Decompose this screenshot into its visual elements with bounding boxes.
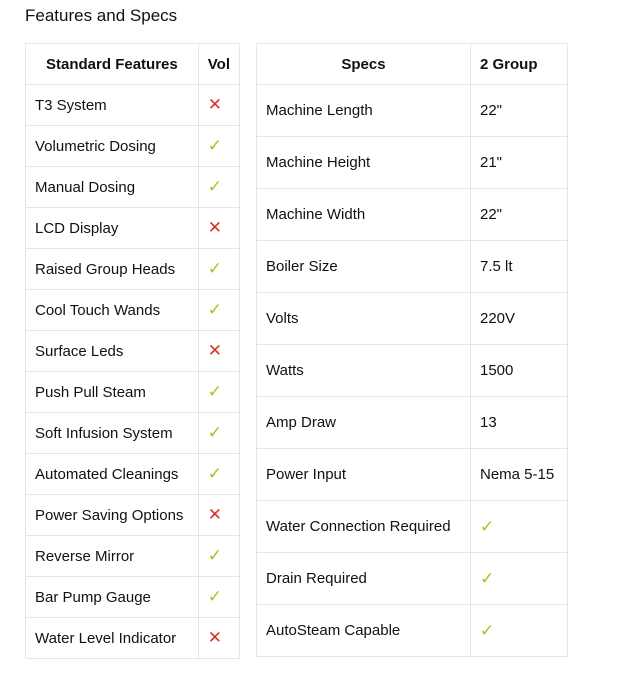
- vol-cell: ✕: [197, 330, 241, 372]
- cross-icon: ✕: [207, 95, 223, 114]
- table-row: Water Connection Required ✓: [256, 500, 568, 553]
- vol-cell: ✕: [197, 207, 241, 249]
- cross-icon: ✕: [207, 505, 223, 524]
- table-row: Push Pull Steam ✓: [25, 371, 241, 413]
- check-icon: ✓: [207, 587, 223, 606]
- spec-name: Watts: [256, 344, 471, 397]
- spec-value: 22": [470, 84, 568, 137]
- header-2-group: 2 Group: [470, 43, 568, 85]
- feature-name: Cool Touch Wands: [25, 289, 199, 331]
- feature-name: Surface Leds: [25, 330, 199, 372]
- spec-value: 21": [470, 136, 568, 189]
- feature-name: Manual Dosing: [25, 166, 199, 208]
- spec-name: Machine Height: [256, 136, 471, 189]
- feature-name: T3 System: [25, 84, 199, 126]
- check-icon: ✓: [207, 136, 223, 155]
- header-vol: Vol: [197, 43, 241, 85]
- vol-cell: ✕: [197, 494, 241, 536]
- spec-value: 7.5 lt: [470, 240, 568, 293]
- cross-icon: ✕: [207, 341, 223, 360]
- cross-icon: ✕: [207, 628, 223, 647]
- vol-cell: ✓: [197, 166, 241, 208]
- table-row: Bar Pump Gauge ✓: [25, 576, 241, 618]
- table-row: Machine Width 22": [256, 188, 568, 241]
- vol-cell: ✓: [197, 535, 241, 577]
- feature-name: Bar Pump Gauge: [25, 576, 199, 618]
- spec-value: 13: [470, 396, 568, 449]
- check-icon: ✓: [207, 300, 223, 319]
- spec-value: ✓: [470, 604, 568, 657]
- header-specs: Specs: [256, 43, 471, 85]
- feature-name: Power Saving Options: [25, 494, 199, 536]
- features-table: Standard Features Vol T3 System ✕ Volumetr…: [25, 43, 241, 659]
- table-row: Surface Leds ✕: [25, 330, 241, 372]
- spec-name: Machine Length: [256, 84, 471, 137]
- spec-name: Water Connection Required: [256, 500, 471, 553]
- feature-name: LCD Display: [25, 207, 199, 249]
- vol-cell: ✓: [197, 371, 241, 413]
- spec-name: Machine Width: [256, 188, 471, 241]
- table-row: Watts 1500: [256, 344, 568, 397]
- spec-value: ✓: [470, 552, 568, 605]
- table-row: Raised Group Heads ✓: [25, 248, 241, 290]
- table-row: LCD Display ✕: [25, 207, 241, 249]
- check-icon: ✓: [480, 620, 495, 640]
- feature-name: Reverse Mirror: [25, 535, 199, 577]
- vol-cell: ✓: [197, 248, 241, 290]
- feature-name: Volumetric Dosing: [25, 125, 199, 167]
- spec-name: Drain Required: [256, 552, 471, 605]
- vol-cell: ✓: [197, 453, 241, 495]
- table-row: Manual Dosing ✓: [25, 166, 241, 208]
- feature-name: Raised Group Heads: [25, 248, 199, 290]
- feature-name: Push Pull Steam: [25, 371, 199, 413]
- table-row: Power Saving Options ✕: [25, 494, 241, 536]
- spec-value: 220V: [470, 292, 568, 345]
- spec-name: Amp Draw: [256, 396, 471, 449]
- table-row: Machine Length 22": [256, 84, 568, 137]
- spec-name: Power Input: [256, 448, 471, 501]
- feature-name: Automated Cleanings: [25, 453, 199, 495]
- table-row: Volumetric Dosing ✓: [25, 125, 241, 167]
- vol-cell: ✕: [197, 84, 241, 126]
- check-icon: ✓: [480, 568, 495, 588]
- check-icon: ✓: [480, 516, 495, 536]
- table-row: AutoSteam Capable ✓: [256, 604, 568, 657]
- spec-name: Boiler Size: [256, 240, 471, 293]
- vol-cell: ✓: [197, 412, 241, 454]
- vol-cell: ✕: [197, 617, 241, 659]
- table-row: Reverse Mirror ✓: [25, 535, 241, 577]
- spec-value: 1500: [470, 344, 568, 397]
- check-icon: ✓: [207, 464, 223, 483]
- spec-name: AutoSteam Capable: [256, 604, 471, 657]
- check-icon: ✓: [207, 259, 223, 278]
- table-row: Drain Required ✓: [256, 552, 568, 605]
- table-row: Machine Height 21": [256, 136, 568, 189]
- check-icon: ✓: [207, 177, 223, 196]
- spec-value: ✓: [470, 500, 568, 553]
- vol-cell: ✓: [197, 125, 241, 167]
- section-title: Features and Specs: [25, 6, 178, 25]
- specs-table: Specs 2 Group Machine Length 22" Machine H…: [256, 43, 568, 657]
- table-row: Power Input Nema 5-15: [256, 448, 568, 501]
- spec-name: Volts: [256, 292, 471, 345]
- check-icon: ✓: [207, 382, 223, 401]
- spec-value: Nema 5-15: [470, 448, 568, 501]
- table-row: Volts 220V: [256, 292, 568, 345]
- vol-cell: ✓: [197, 576, 241, 618]
- header-standard-features: Standard Features: [25, 43, 199, 85]
- table-row: T3 System ✕: [25, 84, 241, 126]
- spec-value: 22": [470, 188, 568, 241]
- check-icon: ✓: [207, 546, 223, 565]
- table-row: Amp Draw 13: [256, 396, 568, 449]
- table-row: Cool Touch Wands ✓: [25, 289, 241, 331]
- vol-cell: ✓: [197, 289, 241, 331]
- check-icon: ✓: [207, 423, 223, 442]
- feature-name: Water Level Indicator: [25, 617, 199, 659]
- table-row: Water Level Indicator ✕: [25, 617, 241, 659]
- table-row: Soft Infusion System ✓: [25, 412, 241, 454]
- feature-name: Soft Infusion System: [25, 412, 199, 454]
- cross-icon: ✕: [207, 218, 223, 237]
- table-row: Boiler Size 7.5 lt: [256, 240, 568, 293]
- table-row: Automated Cleanings ✓: [25, 453, 241, 495]
